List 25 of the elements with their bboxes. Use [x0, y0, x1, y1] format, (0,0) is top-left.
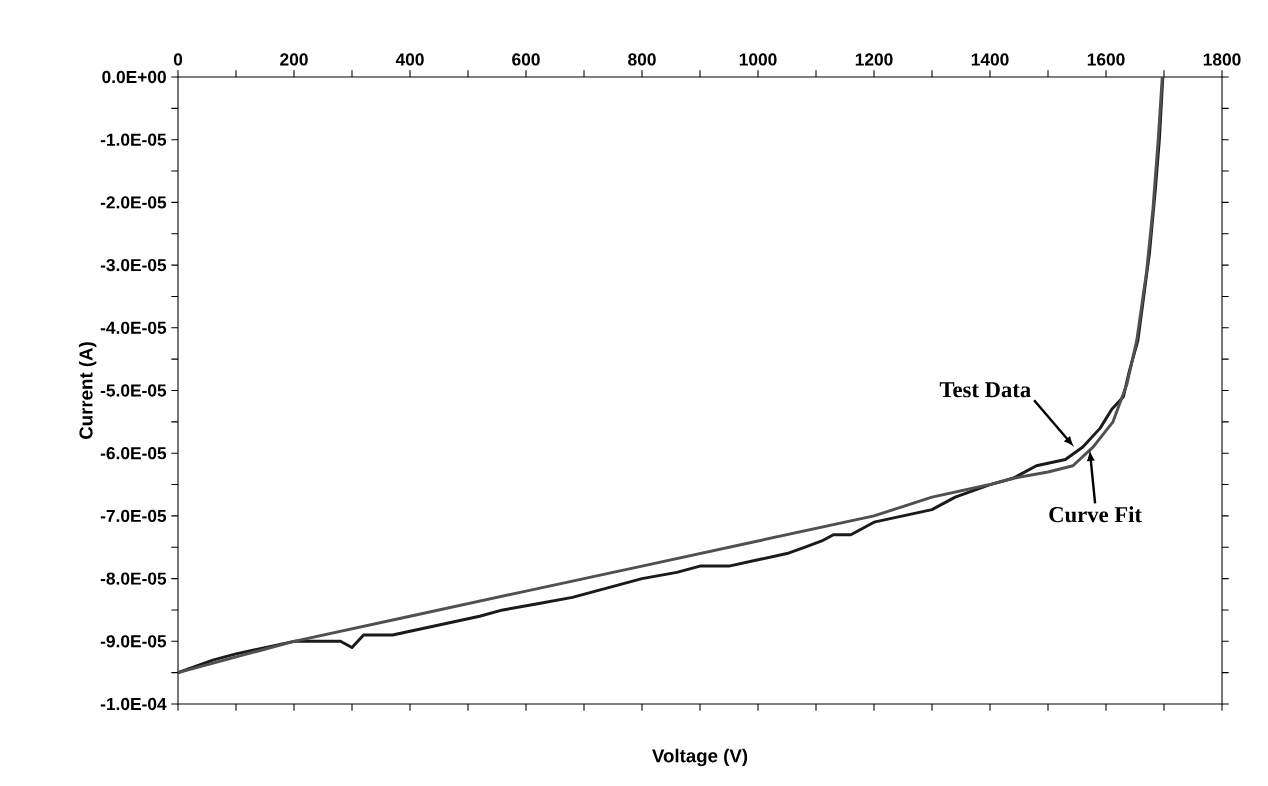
x-tick-label: 800	[628, 53, 656, 66]
x-tick-label: 200	[280, 53, 308, 66]
y-tick-label: -7.0E-05	[100, 509, 167, 523]
y-tick-label: -2.0E-05	[100, 196, 167, 209]
y-tick-label: -1.0E-04	[100, 697, 167, 711]
x-axis-title: Voltage (V)	[652, 748, 748, 767]
y-tick-label: 0.0E+00	[102, 70, 166, 84]
y-tick-label: -8.0E-05	[100, 572, 167, 585]
x-tick-label: 1000	[739, 53, 777, 66]
y-tick-label: -4.0E-05	[100, 321, 167, 334]
annotation: Curve Fit	[1049, 506, 1142, 523]
x-tick-label: 0	[173, 53, 183, 66]
x-tick-label: 1800	[1203, 53, 1241, 66]
y-axis-title: Current (A)	[78, 342, 97, 439]
x-tick-label: 400	[395, 53, 424, 66]
y-tick-label: -3.0E-05	[100, 258, 167, 272]
x-tick-label: 1600	[1087, 53, 1125, 66]
y-tick-label: -9.0E-05	[100, 635, 167, 648]
y-tick-label: -5.0E-05	[100, 384, 167, 397]
annotation: Test Data	[939, 382, 1031, 398]
x-tick-label: 600	[512, 53, 540, 66]
x-tick-label: 1200	[855, 53, 893, 66]
x-tick-label: 1400	[971, 53, 1009, 66]
y-tick-label: -6.0E-05	[100, 447, 167, 460]
y-tick-label: -1.0E-05	[100, 133, 167, 146]
